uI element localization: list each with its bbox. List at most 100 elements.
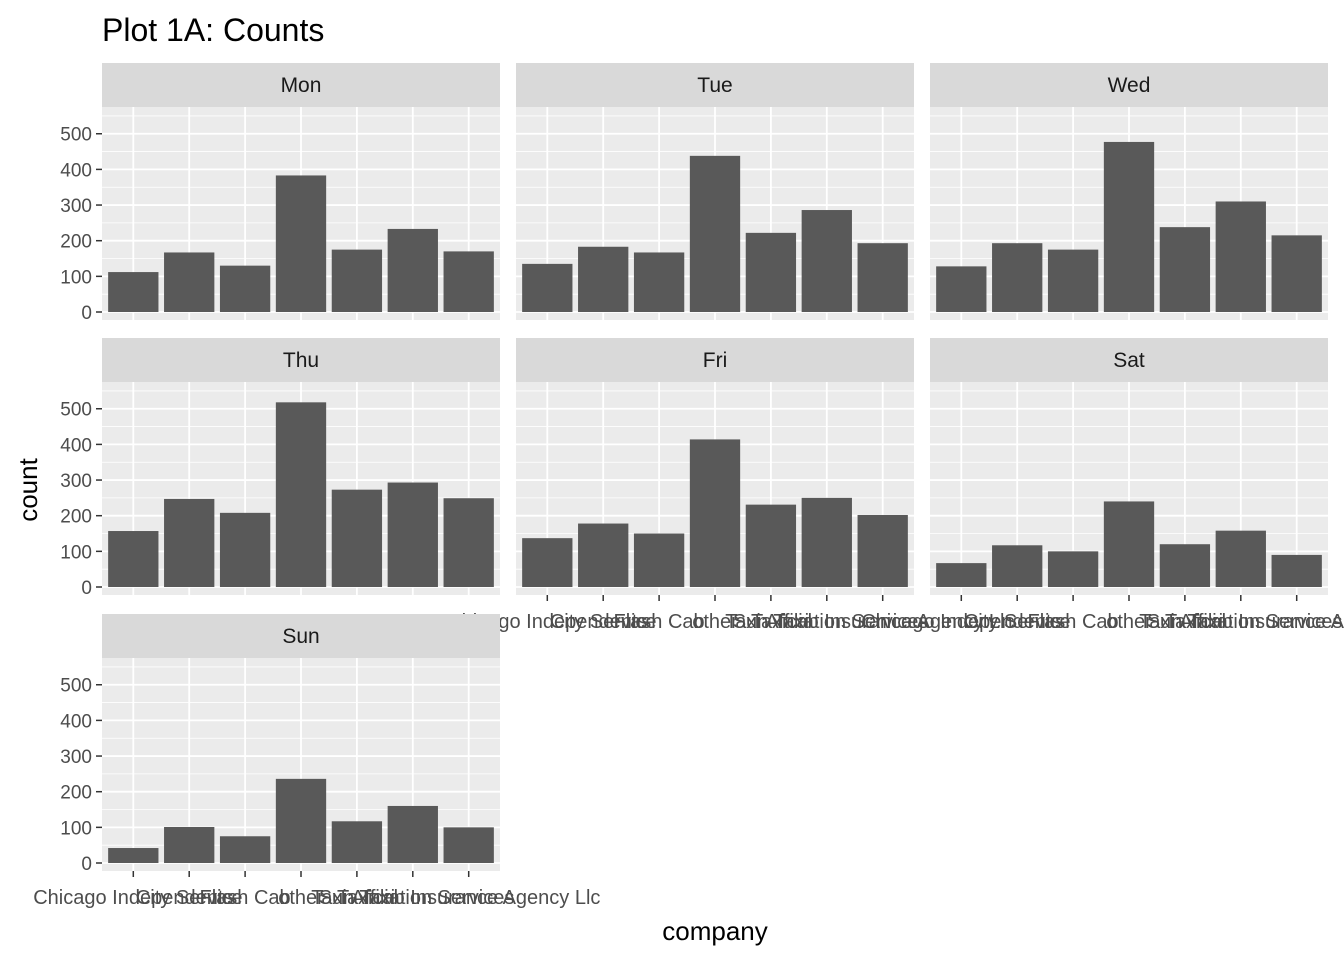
bar-tue-4: [689, 155, 741, 312]
facet-label: Sat: [1113, 349, 1145, 372]
bar-fri-6: [801, 497, 852, 587]
bar-thu-5: [331, 489, 383, 587]
y-tick-label: 500: [60, 125, 92, 146]
facet-strip: [930, 338, 1328, 382]
bar-mon-7: [443, 251, 494, 312]
x-tick-label: Flash Cab: [200, 887, 291, 909]
facet-panel-mon: Mon 0 100 200 300 400 500: [60, 63, 500, 324]
y-tick-label: 300: [60, 196, 92, 217]
y-tick-label: 200: [60, 783, 92, 804]
bar-thu-1: [108, 531, 159, 587]
bar-wed-1: [936, 266, 987, 312]
bar-sat-7: [1271, 554, 1322, 587]
x-tick-label: Chicago Independents: [861, 611, 1061, 633]
x-tick-label: Taxicab Insurance Agency Llc: [337, 887, 601, 909]
chart-title: Plot 1A: Counts: [102, 12, 324, 48]
facet-label: Fri: [703, 349, 728, 372]
y-tick-label: 400: [60, 435, 92, 456]
facet-panel-wed: Wed: [930, 63, 1328, 320]
y-tick-label: 0: [81, 303, 92, 324]
x-tick-label: Flash Cab: [1028, 611, 1119, 633]
bar-tue-5: [745, 232, 797, 312]
bar-wed-6: [1215, 201, 1266, 312]
bar-mon-6: [387, 228, 438, 312]
bar-sun-2: [164, 826, 215, 863]
x-tick-label: Sun Taxi: [319, 887, 395, 909]
x-tick-label: Flash Cab: [614, 611, 705, 633]
bar-wed-2: [992, 243, 1043, 312]
bar-wed-5: [1159, 227, 1211, 312]
x-tick-label: City Service: [550, 611, 657, 633]
x-tick-label: Sun Taxi: [1147, 611, 1223, 633]
bar-sun-5: [331, 821, 383, 863]
y-tick-label: 100: [60, 542, 92, 563]
bar-wed-3: [1047, 249, 1099, 312]
bar-sat-3: [1047, 551, 1099, 587]
x-tick-label: Sun Taxi: [733, 611, 809, 633]
bar-tue-3: [633, 252, 685, 312]
bar-mon-4: [275, 175, 327, 312]
facet-panels: Mon 0 100 200 300 400 500 Tue Wed Thu 0 100 200 300 40…: [33, 63, 1344, 909]
bar-mon-5: [331, 249, 383, 312]
bar-sat-5: [1159, 544, 1211, 587]
y-tick-label: 300: [60, 471, 92, 492]
y-axis-title: count: [13, 457, 43, 521]
bar-mon-1: [108, 272, 159, 312]
bar-fri-4: [689, 439, 741, 587]
facet-strip: [102, 63, 500, 107]
bar-tue-7: [857, 243, 908, 312]
facet-label: Mon: [281, 74, 322, 97]
facet-panel-sun: Sun 0 100 200 300 400 500 Chicago IndependentsC…: [33, 614, 600, 909]
x-tick-label: City Service: [136, 887, 243, 909]
bar-tue-6: [801, 210, 852, 312]
x-tick-label: Taxicab Insurance Agency Llc: [751, 611, 1015, 633]
x-tick-label: other: [278, 887, 324, 909]
bar-fri-2: [578, 523, 629, 587]
bar-thu-2: [164, 498, 215, 587]
facet-strip: [516, 63, 914, 107]
x-tick-label: other: [692, 611, 738, 633]
y-tick-label: 500: [60, 676, 92, 697]
bar-mon-3: [219, 265, 271, 312]
bar-sun-7: [443, 827, 494, 863]
bar-sat-1: [936, 563, 987, 587]
facet-panel-thu: Thu 0 100 200 300 400 500: [60, 338, 500, 599]
facet-strip: [516, 338, 914, 382]
bar-sat-6: [1215, 530, 1266, 587]
bar-thu-7: [443, 498, 494, 587]
bar-sun-6: [387, 805, 438, 863]
bar-fri-5: [745, 504, 797, 587]
bar-tue-1: [522, 263, 573, 312]
x-tick-label: Taxicab Insurance Agency Llc: [1165, 611, 1344, 633]
facet-label: Sun: [282, 625, 319, 648]
y-tick-label: 400: [60, 160, 92, 181]
facet-strip: [102, 338, 500, 382]
bar-fri-7: [857, 514, 908, 587]
bar-thu-6: [387, 482, 438, 587]
y-tick-label: 0: [81, 854, 92, 875]
x-tick-label: Chicago Independents: [33, 887, 233, 909]
bar-thu-3: [219, 512, 271, 587]
y-tick-label: 100: [60, 818, 92, 839]
bar-tue-2: [578, 246, 629, 312]
y-tick-label: 400: [60, 711, 92, 732]
bar-sun-3: [219, 836, 271, 863]
bar-wed-4: [1103, 141, 1155, 312]
facet-strip: [102, 614, 500, 658]
y-tick-label: 0: [81, 578, 92, 599]
x-tick-label: City Service: [964, 611, 1071, 633]
x-tick-label: Taxi Affiliation Services: [1139, 611, 1342, 633]
facet-panel-tue: Tue: [516, 63, 914, 320]
bar-fri-1: [522, 538, 573, 587]
bar-wed-7: [1271, 235, 1322, 312]
y-tick-label: 100: [60, 267, 92, 288]
y-tick-label: 200: [60, 232, 92, 253]
x-tick-label: other: [1106, 611, 1152, 633]
y-tick-label: 300: [60, 747, 92, 768]
bar-sun-1: [108, 848, 159, 863]
facet-label: Thu: [283, 349, 319, 372]
facet-label: Tue: [697, 74, 732, 97]
